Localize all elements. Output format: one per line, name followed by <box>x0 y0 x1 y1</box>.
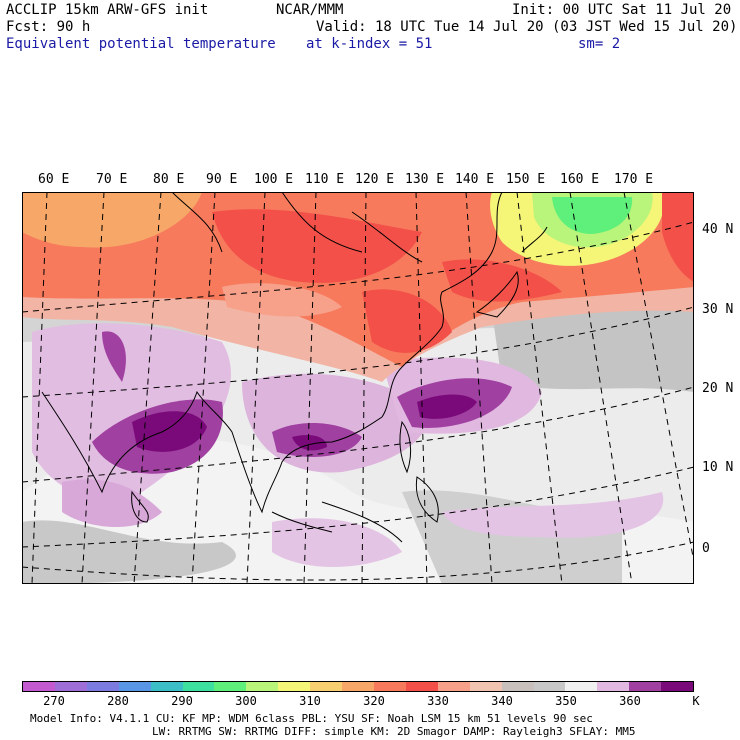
hot-field <box>662 192 694 282</box>
lat-label: 20 N <box>702 381 734 396</box>
lon-label: 60 E <box>38 172 70 187</box>
colorbar-swatch <box>405 682 438 691</box>
lon-label: 170 E <box>614 172 654 187</box>
colorbar-swatch <box>86 682 119 691</box>
purple-core-dark <box>292 435 327 451</box>
warm-field <box>22 192 202 248</box>
coastlines <box>41 192 548 543</box>
colorbar-swatch <box>597 682 630 691</box>
purple-core-dark <box>132 411 207 452</box>
colorbar-label: 360 <box>619 694 641 708</box>
colorbar-label: 300 <box>235 694 257 708</box>
field-name: Equivalent potential temperature <box>6 36 276 52</box>
level-index: at k-index = 51 <box>306 36 433 52</box>
colorbar-swatch <box>661 682 694 691</box>
colorbar-swatch <box>278 682 311 691</box>
purple-field <box>272 518 402 567</box>
lon-label: 160 E <box>560 172 600 187</box>
colorbar-swatch <box>501 682 534 691</box>
lat-label: 0 <box>702 541 710 556</box>
colorbar-label: 270 <box>43 694 65 708</box>
colorbar-swatch <box>182 682 215 691</box>
colorbar-label: 330 <box>427 694 449 708</box>
lon-label: 90 E <box>206 172 238 187</box>
colorbar-swatch <box>437 682 470 691</box>
grey-field <box>492 302 694 392</box>
colorbar-swatch <box>150 682 183 691</box>
hot-field <box>442 259 562 302</box>
lon-label: 110 E <box>305 172 345 187</box>
purple-core <box>102 331 126 382</box>
colorbar-label: 320 <box>363 694 385 708</box>
smoothing-label: sm= 2 <box>578 36 621 52</box>
colorbar-label: 290 <box>171 694 193 708</box>
map-frame <box>22 192 694 584</box>
colorbar-swatch <box>54 682 87 691</box>
colorbar-label: K <box>692 694 700 708</box>
valid-time: Valid: 18 UTC Tue 14 Jul 20 (03 JST Wed … <box>316 19 738 35</box>
purple-core-dark <box>417 394 477 419</box>
lat-label: 40 N <box>702 222 734 237</box>
warm-field <box>222 283 342 317</box>
colorbar-swatch <box>23 682 55 691</box>
colorbar-label: 310 <box>299 694 321 708</box>
colorbar-swatch <box>342 682 374 691</box>
colorbar-swatch <box>629 682 662 691</box>
org-label: NCAR/MMM <box>276 2 344 18</box>
colorbar-swatch <box>565 682 598 691</box>
lon-label: 150 E <box>506 172 546 187</box>
lon-label: 130 E <box>405 172 445 187</box>
lon-label: 100 E <box>254 172 294 187</box>
lon-label: 70 E <box>96 172 128 187</box>
hot-field <box>362 289 452 353</box>
init-time: Init: 00 UTC Sat 11 Jul 20 <box>512 2 732 18</box>
lat-label: 10 N <box>702 460 734 475</box>
model-title: ACCLIP 15km ARW-GFS init <box>6 2 209 18</box>
colorbar-label: 280 <box>107 694 129 708</box>
colorbar-swatch <box>214 682 247 691</box>
hot-field <box>212 209 422 283</box>
colorbar <box>22 681 694 692</box>
purple-field <box>442 492 664 538</box>
theta-e-map <box>22 192 694 584</box>
forecast-hour: Fcst: 90 h <box>6 19 91 35</box>
colorbar-swatch <box>469 682 502 691</box>
graticule <box>22 192 694 584</box>
colorbar-swatch <box>310 682 343 691</box>
lon-label: 140 E <box>455 172 495 187</box>
lon-label: 120 E <box>355 172 395 187</box>
lat-label: 30 N <box>702 302 734 317</box>
lon-label: 80 E <box>153 172 185 187</box>
colorbar-swatch <box>533 682 566 691</box>
colorbar-swatch <box>373 682 406 691</box>
colorbar-swatch <box>246 682 279 691</box>
model-info-line1: Model Info: V4.1.1 CU: KF MP: WDM 6class… <box>30 712 593 725</box>
colorbar-swatch <box>118 682 151 691</box>
grey-field <box>22 520 236 584</box>
colorbar-label: 340 <box>491 694 513 708</box>
colorbar-label: 350 <box>555 694 577 708</box>
model-info-line2: LW: RRTMG SW: RRTMG DIFF: simple KM: 2D … <box>152 725 636 738</box>
